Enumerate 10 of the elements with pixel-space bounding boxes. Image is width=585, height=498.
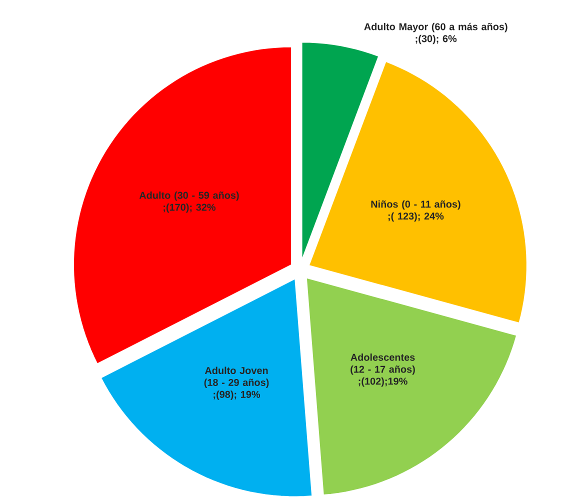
data-label: ;(30); 6% <box>416 34 457 44</box>
slice-label: Adulto Joven (18 - 29 años) <box>204 366 269 388</box>
data-label: ;( 123); 24% <box>388 212 444 222</box>
slice-label: Niños (0 - 11 años) <box>371 200 460 210</box>
slice-label: Adolescentes (12 - 17 años) <box>350 354 415 375</box>
slice-label: Adulto (30 - 59 años) <box>139 192 239 201</box>
data-label: ;(102);19% <box>358 377 408 387</box>
slice-label: Adulto Mayor (60 a más años) <box>364 22 508 32</box>
data-label: ;(170); 32% <box>164 203 216 213</box>
data-label: ;(98); 19% <box>214 390 260 400</box>
